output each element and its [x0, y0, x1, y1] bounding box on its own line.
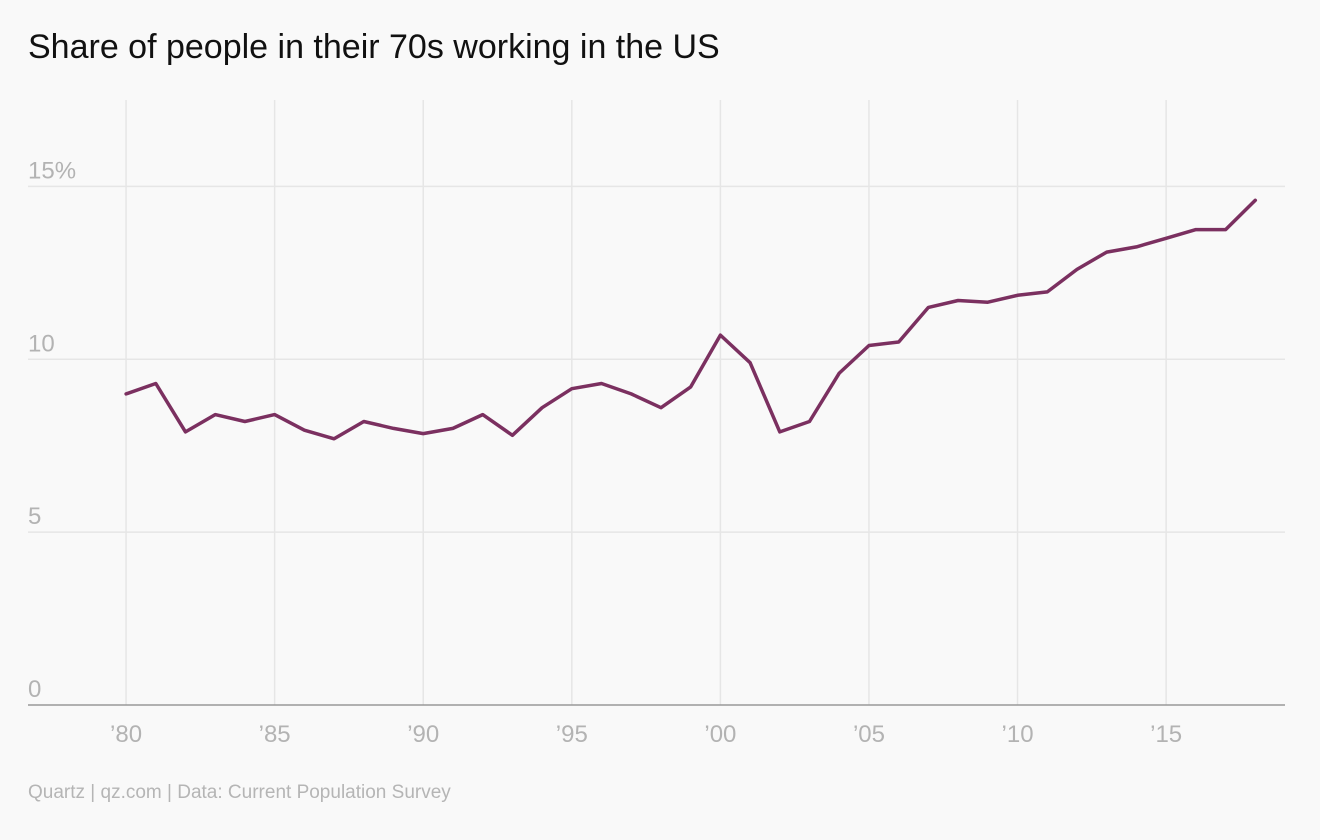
- y-tick-label: 10: [28, 330, 55, 357]
- y-tick-label: 15%: [28, 157, 76, 184]
- data-point: [332, 437, 336, 441]
- data-point: [273, 413, 277, 417]
- data-point: [421, 432, 425, 436]
- data-point: [718, 333, 722, 337]
- data-point: [1045, 290, 1049, 294]
- source-footer: Quartz | qz.com | Data: Current Populati…: [28, 782, 451, 803]
- y-tick-label: 0: [28, 676, 41, 703]
- axis-layer: 0 5 10 15% ’80 ’85 ’90 ’95 ’00 ’05 ’10 ’15: [28, 157, 1285, 748]
- chart-title: Share of people in their 70s working in …: [28, 28, 720, 66]
- data-point: [302, 428, 306, 432]
- data-point: [778, 430, 782, 434]
- data-point: [956, 299, 960, 303]
- data-point: [659, 406, 663, 410]
- series-layer: [124, 198, 1258, 441]
- x-tick-label: ’10: [1002, 721, 1034, 748]
- data-point: [1224, 228, 1228, 232]
- data-point: [510, 433, 514, 437]
- series-line: [124, 198, 1258, 441]
- x-tick-label: ’05: [853, 721, 885, 748]
- data-point: [629, 392, 633, 396]
- x-tick-label: ’80: [110, 721, 142, 748]
- data-point: [183, 430, 187, 434]
- data-point: [986, 300, 990, 304]
- data-point: [154, 381, 158, 385]
- data-point: [392, 426, 396, 430]
- data-point: [926, 305, 930, 309]
- data-point: [600, 381, 604, 385]
- data-point: [1194, 228, 1198, 232]
- data-point: [837, 371, 841, 375]
- data-point: [897, 340, 901, 344]
- data-point: [748, 361, 752, 365]
- data-point: [808, 420, 812, 424]
- data-point: [451, 426, 455, 430]
- grid-layer: [28, 100, 1285, 705]
- data-point: [243, 420, 247, 424]
- data-point: [1075, 267, 1079, 271]
- data-point: [540, 406, 544, 410]
- x-tick-label: ’15: [1150, 721, 1182, 748]
- x-tick-label: ’95: [556, 721, 588, 748]
- data-point: [1164, 236, 1168, 240]
- y-tick-label: 5: [28, 503, 41, 530]
- data-point: [213, 413, 217, 417]
- data-point: [689, 385, 693, 389]
- data-point: [570, 387, 574, 391]
- data-point: [1253, 198, 1257, 202]
- data-point: [362, 420, 366, 424]
- data-point: [1134, 245, 1138, 249]
- data-point: [867, 343, 871, 347]
- data-point: [1105, 250, 1109, 254]
- data-point: [124, 392, 128, 396]
- data-point: [481, 413, 485, 417]
- data-point: [1016, 293, 1020, 297]
- x-tick-label: ’00: [704, 721, 736, 748]
- x-tick-label: ’90: [407, 721, 439, 748]
- x-tick-label: ’85: [259, 721, 291, 748]
